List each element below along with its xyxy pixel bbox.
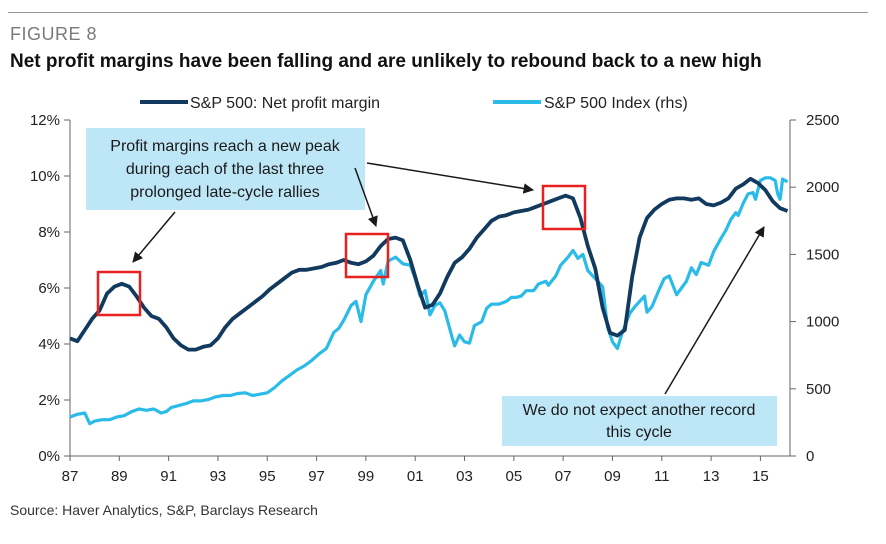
callout-no-record-text: We do not expect another record <box>523 402 756 419</box>
legend-label-index: S&P 500 Index (rhs) <box>544 95 688 112</box>
arrow-to-latest <box>664 226 765 395</box>
x-tick-label: 99 <box>358 468 375 485</box>
callout-peaks-box <box>86 128 365 210</box>
callout-peaks-text: prolonged late-cycle rallies <box>130 184 319 201</box>
x-tick-label: 01 <box>407 468 424 485</box>
callout-no-record-box <box>502 396 777 446</box>
x-tick-label: 09 <box>604 468 621 485</box>
source-note: Source: Haver Analytics, S&P, Barclays R… <box>10 502 318 518</box>
y-right-tick-label: 0 <box>806 448 814 465</box>
callout-peaks-text: during each of the last three <box>126 161 324 178</box>
figure-label: FIGURE 8 <box>10 24 98 44</box>
series-line-net-profit-margin <box>69 176 789 352</box>
x-tick-label: 07 <box>555 468 572 485</box>
y-left-tick-label: 2% <box>38 392 60 409</box>
y-left-tick-label: 6% <box>38 280 60 297</box>
callout-no-record-text: this cycle <box>606 424 672 441</box>
peak-highlight-box <box>541 184 587 231</box>
arrow-to-peak-89 <box>132 211 176 263</box>
peak-highlight-box <box>344 232 390 279</box>
x-tick-label: 95 <box>259 468 276 485</box>
y-left-tick-label: 0% <box>38 448 60 465</box>
x-tick-label: 97 <box>308 468 325 485</box>
x-tick-label: 89 <box>111 468 128 485</box>
y-left-tick-label: 4% <box>38 336 60 353</box>
x-tick-label: 11 <box>654 468 670 485</box>
x-tick-label: 05 <box>505 468 522 485</box>
callout-peaks-text: Profit margins reach a new peak <box>110 138 340 155</box>
top-rule <box>8 12 868 13</box>
x-tick-label: 03 <box>456 468 473 485</box>
y-right-tick-label: 500 <box>806 381 831 398</box>
series-line-sp500-index <box>69 176 789 426</box>
peak-highlight-box <box>96 270 142 317</box>
y-right-tick-label: 2500 <box>806 112 839 129</box>
y-right-tick-label: 2000 <box>806 179 839 196</box>
chart-title: Net profit margins have been falling and… <box>10 51 762 72</box>
y-left-tick-label: 8% <box>38 224 60 241</box>
x-tick-label: 87 <box>62 468 79 485</box>
y-right-tick-label: 1000 <box>806 314 839 331</box>
x-tick-label: 91 <box>160 468 177 485</box>
arrow-to-peak-99 <box>354 167 378 227</box>
x-tick-label: 15 <box>752 468 769 485</box>
x-tick-label: 13 <box>703 468 720 485</box>
legend-label-margin: S&P 500: Net profit margin <box>190 95 380 112</box>
arrow-to-peak-07 <box>366 162 535 194</box>
x-tick-label: 93 <box>210 468 227 485</box>
y-left-tick-label: 12% <box>30 112 60 129</box>
y-right-tick-label: 1500 <box>806 246 839 263</box>
y-left-tick-label: 10% <box>30 168 60 185</box>
